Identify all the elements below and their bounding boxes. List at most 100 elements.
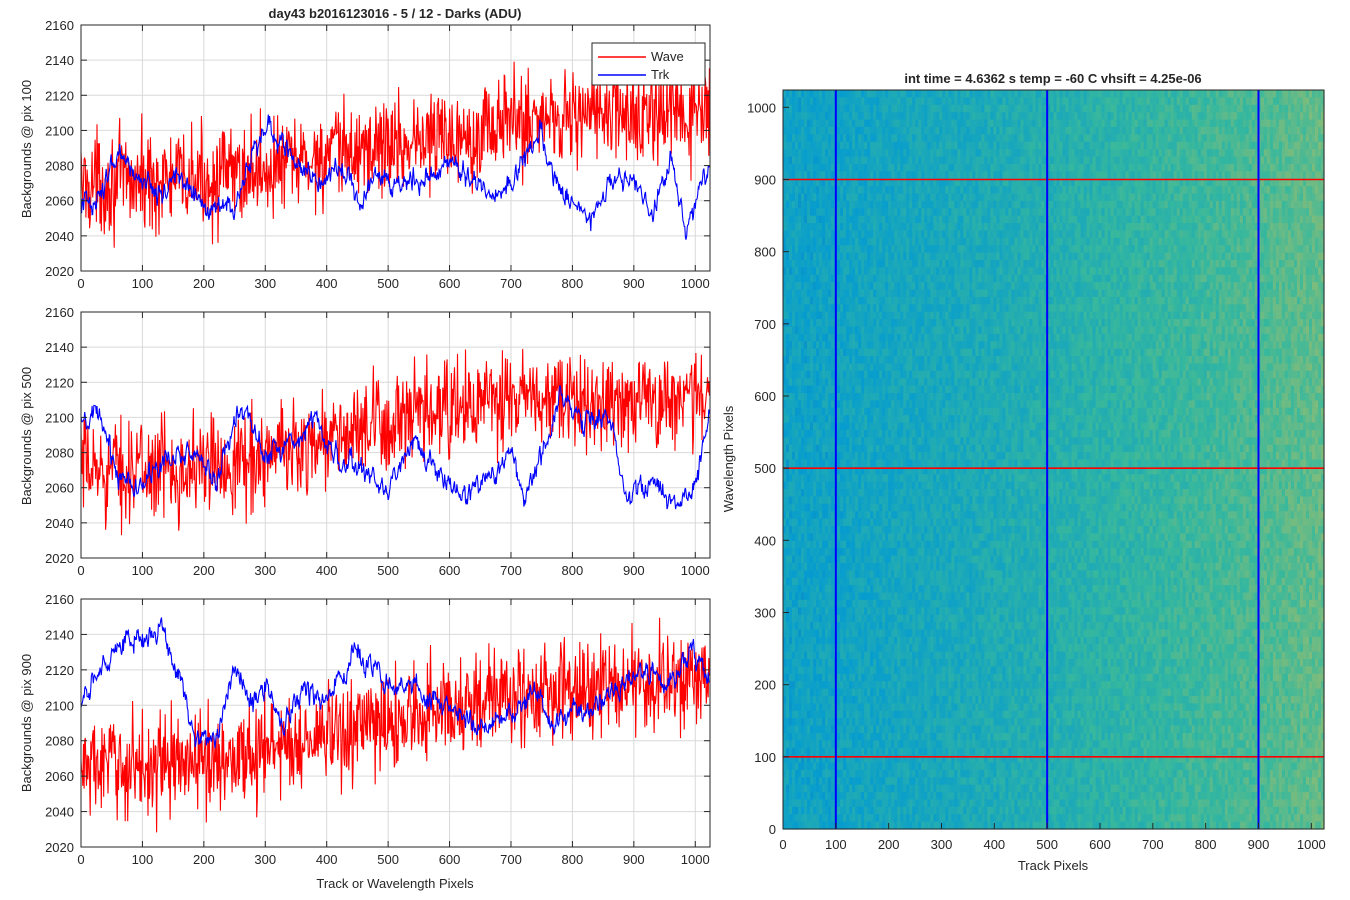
y-tick-label: 2120 xyxy=(45,663,74,678)
legend-label-wave: Wave xyxy=(651,49,684,64)
x-tick-label: 100 xyxy=(132,563,154,578)
heatmap-x-tick-label: 1000 xyxy=(1297,837,1326,852)
heatmap-x-tick-label: 800 xyxy=(1195,837,1217,852)
x-tick-label: 200 xyxy=(193,276,215,291)
heatmap-x-tick-label: 200 xyxy=(878,837,900,852)
x-tick-label: 700 xyxy=(500,276,522,291)
x-tick-label: 500 xyxy=(377,852,399,867)
x-tick-label: 200 xyxy=(193,852,215,867)
x-tick-label: 200 xyxy=(193,563,215,578)
y-tick-label: 2140 xyxy=(45,340,74,355)
x-tick-label: 900 xyxy=(623,852,645,867)
line-plot-pix-900: Backgrounds @ pix 900 Track or Wavelengt… xyxy=(19,592,711,891)
heatmap-y-tick-label: 300 xyxy=(754,605,776,620)
series-line-trk xyxy=(80,114,710,240)
x-tick-label: 0 xyxy=(77,852,84,867)
x-tick-label: 100 xyxy=(132,276,154,291)
x-tick-label: 700 xyxy=(500,852,522,867)
legend: Wave Trk xyxy=(591,42,706,86)
heatmap-x-tick-label: 600 xyxy=(1089,837,1111,852)
y-tick-label: 2140 xyxy=(45,627,74,642)
y-tick-label: 2160 xyxy=(45,305,74,320)
y-tick-label: 2160 xyxy=(45,18,74,33)
x-tick-label: 300 xyxy=(254,276,276,291)
axes-frame xyxy=(80,311,711,559)
ylabel-pix-500: Backgrounds @ pix 500 xyxy=(19,367,34,505)
y-tick-label: 2020 xyxy=(45,551,74,566)
heatmap-x-tick-label: 400 xyxy=(983,837,1005,852)
y-tick-label: 2100 xyxy=(45,410,74,425)
heatmap-frame xyxy=(782,89,1325,830)
y-tick-label: 2080 xyxy=(45,159,74,174)
heatmap-image xyxy=(783,90,1325,830)
x-tick-label: 800 xyxy=(562,276,584,291)
legend-label-trk: Trk xyxy=(651,67,670,82)
x-tick-label: 1000 xyxy=(681,852,710,867)
axes-frame xyxy=(80,24,711,272)
heatmap-x-tick-label: 500 xyxy=(1036,837,1058,852)
heatmap-y-tick-label: 100 xyxy=(754,750,776,765)
x-tick-label: 300 xyxy=(254,563,276,578)
y-tick-label: 2060 xyxy=(45,194,74,209)
y-tick-label: 2160 xyxy=(45,592,74,607)
heatmap-y-tick-label: 700 xyxy=(754,317,776,332)
y-tick-label: 2120 xyxy=(45,88,74,103)
heatmap-x-tick-label: 900 xyxy=(1248,837,1270,852)
series-line-wave xyxy=(80,348,710,536)
y-tick-label: 2060 xyxy=(45,769,74,784)
heatmap-xlabel: Track Pixels xyxy=(1018,858,1089,873)
y-tick-label: 2040 xyxy=(45,805,74,820)
x-tick-label: 900 xyxy=(623,563,645,578)
series-line-trk xyxy=(80,385,710,510)
x-tick-label: 600 xyxy=(439,852,461,867)
x-tick-label: 600 xyxy=(439,563,461,578)
y-tick-label: 2120 xyxy=(45,375,74,390)
heatmap-y-tick-label: 1000 xyxy=(747,100,776,115)
x-tick-label: 100 xyxy=(132,852,154,867)
y-tick-label: 2020 xyxy=(45,264,74,279)
y-tick-label: 2080 xyxy=(45,446,74,461)
x-tick-label: 700 xyxy=(500,563,522,578)
y-tick-label: 2100 xyxy=(45,698,74,713)
heatmap-ylabel: Wavelength Pixels xyxy=(721,405,736,512)
y-tick-label: 2080 xyxy=(45,734,74,749)
heatmap-y-tick-label: 900 xyxy=(754,172,776,187)
series-line-trk xyxy=(80,617,710,749)
series-line-wave xyxy=(80,617,710,833)
x-tick-label: 500 xyxy=(377,563,399,578)
x-tick-label: 400 xyxy=(316,852,338,867)
x-tick-label: 400 xyxy=(316,276,338,291)
y-tick-label: 2040 xyxy=(45,516,74,531)
y-tick-label: 2020 xyxy=(45,840,74,855)
heatmap-y-tick-label: 800 xyxy=(754,245,776,260)
x-tick-label: 1000 xyxy=(681,563,710,578)
x-tick-label: 300 xyxy=(254,852,276,867)
x-tick-label: 900 xyxy=(623,276,645,291)
axes-frame xyxy=(80,598,711,848)
heatmap-y-tick-label: 200 xyxy=(754,678,776,693)
heatmap-y-tick-label: 600 xyxy=(754,389,776,404)
heatmap-x-tick-label: 300 xyxy=(931,837,953,852)
x-tick-label: 0 xyxy=(77,276,84,291)
x-tick-label: 600 xyxy=(439,276,461,291)
xlabel-bottom: Track or Wavelength Pixels xyxy=(316,876,474,891)
x-tick-label: 800 xyxy=(562,852,584,867)
x-tick-label: 0 xyxy=(77,563,84,578)
heatmap-x-tick-label: 100 xyxy=(825,837,847,852)
heatmap-x-tick-label: 0 xyxy=(779,837,786,852)
x-tick-label: 400 xyxy=(316,563,338,578)
y-tick-label: 2040 xyxy=(45,229,74,244)
line-plot-pix-500: Backgrounds @ pix 500 0 100 200 300 400 500 60… xyxy=(19,305,711,578)
figure-title: day43 b2016123016 - 5 / 12 - Darks (ADU) xyxy=(269,6,522,21)
series-line-wave xyxy=(80,59,710,248)
x-tick-label: 500 xyxy=(377,276,399,291)
ylabel-pix-900: Backgrounds @ pix 900 xyxy=(19,654,34,792)
heatmap-y-tick-label: 500 xyxy=(754,461,776,476)
heatmap-y-tick-label: 0 xyxy=(769,822,776,837)
y-tick-label: 2140 xyxy=(45,53,74,68)
heatmap-x-tick-label: 700 xyxy=(1142,837,1164,852)
heatmap-plot: int time = 4.6362 s temp = -60 C vhsift … xyxy=(721,71,1326,873)
ylabel-pix-100: Backgrounds @ pix 100 xyxy=(19,80,34,218)
y-tick-label: 2060 xyxy=(45,481,74,496)
